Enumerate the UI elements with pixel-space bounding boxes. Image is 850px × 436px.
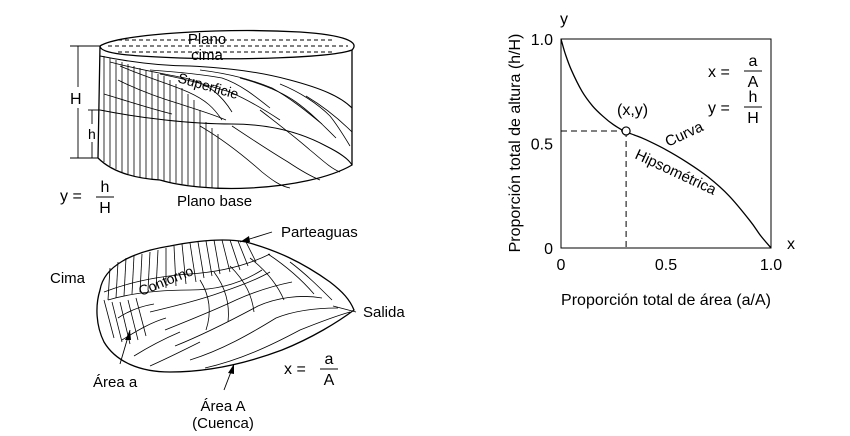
plano-base-label: Plano base [177, 193, 252, 210]
x-tick-label: 0.5 [655, 257, 677, 274]
chart-y-eq-numerator: h [749, 89, 758, 106]
chart-x-eq-lhs: x = [708, 64, 730, 81]
guide-lines [561, 130, 627, 248]
basin-contours [103, 253, 351, 369]
y-eq-denominator: H [99, 200, 111, 217]
cima-label: Cima [50, 270, 86, 287]
dimension-lines [70, 45, 100, 159]
x-equation-chart: x = a A [708, 53, 762, 91]
curve-label-line2: Hipsométrica [632, 146, 719, 199]
parteaguas-arrowhead [240, 236, 250, 242]
chart-y-eq-lhs: y = [708, 100, 730, 117]
area-a-label: Área a [93, 374, 138, 391]
chart-x-eq-numerator: a [749, 53, 758, 70]
y-eq-lhs: y = [60, 188, 82, 205]
cut-plane [99, 109, 353, 166]
plano-cima-hatch [108, 39, 348, 53]
x-eq-denominator: A [324, 372, 335, 389]
x-axis-label: Proporción total de área (a/A) [561, 292, 771, 309]
area-a-arrowhead [125, 330, 131, 340]
y-eq-numerator: h [101, 179, 110, 196]
basin-arrowheads [125, 236, 250, 374]
x-axis-symbol: x [787, 236, 795, 253]
y-axis-label: Proporción total de altura (h/H) [507, 34, 524, 253]
plot-frame [560, 38, 772, 249]
x-equation-basin: x = a A [284, 351, 338, 389]
basin-outline [96, 239, 355, 373]
curve-label-line1: Curva [663, 118, 707, 151]
y-equation-chart: y = h H [708, 89, 762, 127]
height-H-label: H [70, 91, 82, 108]
block-left-side [97, 45, 161, 181]
x-tick-label: 1.0 [760, 257, 782, 274]
y-tick-label: 0.5 [531, 137, 553, 154]
side-hatch [103, 56, 219, 188]
y-equation-left: y = h H [60, 179, 114, 217]
salida-label: Salida [363, 304, 405, 321]
parteaguas-label: Parteaguas [281, 224, 358, 241]
y-tick-label: 0 [544, 241, 553, 258]
area-A-label-line2: (Cuenca) [192, 415, 254, 432]
plano-cima-label-line1: Plano [188, 31, 226, 48]
plano-cima-ellipse [99, 30, 355, 60]
block-diagram [70, 30, 355, 190]
superficie-label: Superficie [176, 70, 240, 103]
curve-layer [560, 38, 772, 249]
hypsometric-chart: 0 0.5 1.0 0 0.5 1.0 y x Proporción total de a… [507, 11, 795, 309]
x-eq-lhs: x = [284, 361, 306, 378]
terrain-surface [99, 55, 353, 109]
salida-leader [332, 305, 357, 313]
chart-y-eq-denominator: H [747, 110, 759, 127]
area-A-label-line1: Área A [200, 398, 245, 415]
point-label: (x,y) [617, 102, 648, 119]
y-axis-symbol: y [560, 11, 568, 28]
x-tick-label: 0 [557, 257, 566, 274]
basin-hatch [103, 239, 257, 345]
hypsometric-curve [560, 38, 772, 249]
chart-x-eq-denominator: A [748, 74, 759, 91]
height-h-label: h [88, 126, 96, 142]
block-right-side [159, 50, 353, 190]
x-eq-numerator: a [325, 351, 334, 368]
highlight-point-marker [621, 126, 631, 136]
plano-cima-label-line2: cima [191, 47, 223, 64]
area-A-arrowhead [228, 364, 234, 374]
tick-labels: 0 0.5 1.0 0 0.5 1.0 [531, 32, 782, 274]
surface-contours [103, 61, 353, 189]
basin-map [96, 231, 357, 391]
y-tick-label: 1.0 [531, 32, 553, 49]
